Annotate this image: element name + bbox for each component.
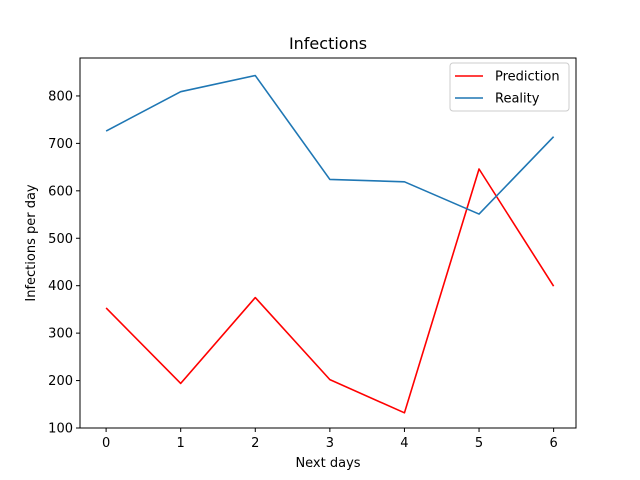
x-axis-label: Next days xyxy=(295,456,360,471)
x-tick-label: 0 xyxy=(102,436,110,451)
x-axis: 0 1 2 3 4 5 6 xyxy=(102,428,558,451)
y-tick-label: 700 xyxy=(48,137,73,152)
y-tick-label: 200 xyxy=(48,374,73,389)
y-axis: 100 200 300 400 500 600 700 800 xyxy=(48,89,80,437)
y-tick-label: 400 xyxy=(48,279,73,294)
y-axis-label: Infections per day xyxy=(24,184,39,302)
x-tick-label: 3 xyxy=(326,436,334,451)
x-tick-label: 5 xyxy=(475,436,483,451)
y-tick-label: 600 xyxy=(48,184,73,199)
y-tick-label: 500 xyxy=(48,232,73,247)
plot-area xyxy=(105,74,555,414)
y-tick-label: 100 xyxy=(48,422,73,437)
y-tick-label: 800 xyxy=(48,89,73,104)
x-tick-label: 4 xyxy=(400,436,408,451)
x-tick-label: 6 xyxy=(549,436,557,451)
chart-title: Infections xyxy=(289,34,367,53)
x-tick-label: 1 xyxy=(177,436,185,451)
plot-frame xyxy=(79,57,577,429)
legend-label-reality: Reality xyxy=(495,92,540,107)
legend-box xyxy=(449,62,570,112)
legend: Prediction Reality xyxy=(449,62,570,112)
legend-label-prediction: Prediction xyxy=(495,70,560,85)
x-tick-label: 2 xyxy=(251,436,259,451)
y-tick-label: 300 xyxy=(48,327,73,342)
